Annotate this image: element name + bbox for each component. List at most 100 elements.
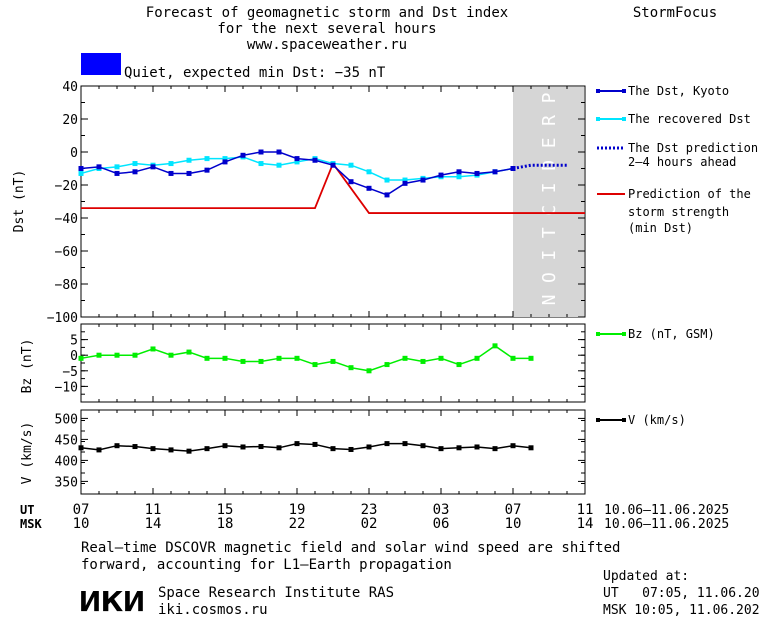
dst-kyoto-point [348, 179, 354, 185]
v-point [312, 441, 318, 447]
v-point [474, 444, 480, 450]
msk-tick-label: 06 [433, 516, 450, 532]
dst-kyoto-point [420, 177, 426, 183]
v-point [402, 441, 408, 447]
bz-point [168, 352, 174, 358]
prediction-zone-letter: N [539, 295, 560, 306]
recovered-dst-point [384, 177, 390, 183]
legend-bz-label: Bz (nT, GSM) [628, 327, 715, 341]
recovered-dst-point [366, 169, 372, 175]
legend-dst-label: The Dst, Kyoto [628, 84, 729, 98]
v-point [294, 441, 300, 447]
updated-label: Updated at: [603, 569, 689, 584]
v-point [96, 447, 102, 453]
bz-line [80, 344, 531, 372]
legend-v-label: V (km/s) [628, 413, 686, 427]
recovered-dst-point [348, 162, 354, 168]
footer-note-line1: Real–time DSCOVR magnetic field and sola… [81, 540, 620, 556]
dst-kyoto-point [96, 164, 102, 170]
bz-point [330, 358, 336, 364]
dst-kyoto-point [150, 164, 156, 170]
bz-point [240, 358, 246, 364]
ut-tick-label: 11 [577, 502, 594, 518]
prediction-zone-letter: C [539, 205, 560, 216]
dst-kyoto-point [474, 170, 480, 176]
updated-msk: MSK 10:05, 11.06.2025 [603, 603, 760, 618]
bz-point [114, 352, 120, 358]
msk-tick-label: 14 [145, 516, 162, 532]
v-point [366, 444, 372, 450]
bz-point [204, 355, 210, 361]
v-point [150, 446, 156, 452]
legend-dst-marker [596, 89, 600, 93]
y-tick-label: −60 [55, 245, 78, 260]
bz-point [132, 352, 138, 358]
brand-name: StormFocus [633, 5, 717, 21]
legend-v-marker [596, 418, 600, 422]
dst-kyoto-point [438, 172, 444, 178]
recovered-dst-point [258, 161, 264, 167]
bz-point [366, 368, 372, 374]
v-point [132, 444, 138, 450]
v-point [528, 445, 534, 451]
legend-storm-label-1: Prediction of the [628, 187, 751, 201]
msk-tick-label: 02 [361, 516, 378, 532]
y-tick-label: 20 [62, 113, 78, 128]
prediction-zone [513, 87, 584, 317]
v-point [114, 443, 120, 449]
v-point [240, 444, 246, 450]
dst-kyoto-point [240, 152, 246, 158]
dst-kyoto-point [258, 149, 264, 155]
msk-tick-label: 10 [73, 516, 90, 532]
prediction-zone-letter: R [539, 115, 560, 126]
recovered-dst-point [294, 159, 300, 165]
ut-tick-label: 03 [433, 502, 450, 518]
y-tick-label: 450 [55, 433, 78, 448]
prediction-zone-letter: O [539, 272, 560, 283]
dst-kyoto-point [492, 169, 498, 175]
dst-panel-frame [80, 85, 586, 318]
status-text: Quiet, expected min Dst: −35 nT [124, 65, 386, 81]
bz-point [438, 355, 444, 361]
prediction-zone-letter: E [539, 137, 560, 148]
recovered-dst-point [114, 164, 120, 170]
dst-kyoto-point [276, 149, 282, 155]
v-panel-frame [80, 409, 586, 495]
bz-point [312, 362, 318, 368]
bz-point [294, 355, 300, 361]
dst-kyoto-point [330, 162, 336, 168]
v-point [186, 448, 192, 454]
bz-point [222, 355, 228, 361]
dst-kyoto-point [402, 180, 408, 186]
prediction-zone-letter: T [539, 227, 560, 238]
bz-point [258, 358, 264, 364]
updated-ut: UT 07:05, 11.06.2025 [603, 586, 760, 601]
institute-name: Space Research Institute RAS [158, 585, 394, 601]
v-point [222, 443, 228, 449]
v-point [330, 446, 336, 452]
y-tick-label: 0 [70, 349, 78, 364]
chart-title-line1: Forecast of geomagnetic storm and Dst in… [146, 5, 508, 21]
v-point [438, 446, 444, 452]
v-point [276, 445, 282, 451]
dst-kyoto-point [132, 169, 138, 175]
dst-kyoto-point [186, 170, 192, 176]
status-color-swatch [81, 53, 121, 75]
msk-tick-label: 18 [217, 516, 234, 532]
ut-axis-label: UT [20, 503, 34, 517]
dst-kyoto-point [204, 167, 210, 173]
y-tick-label: 350 [55, 475, 78, 490]
v-axis-label: V (km/s) [20, 422, 35, 485]
y-tick-label: 5 [70, 334, 78, 349]
dst-kyoto-point [78, 166, 84, 171]
recovered-dst-point [168, 161, 174, 167]
y-tick-label: −20 [55, 179, 78, 194]
dst-kyoto-point [366, 185, 372, 191]
dst-axis-label: Dst (nT) [12, 170, 27, 233]
institute-website[interactable]: iki.cosmos.ru [158, 602, 268, 618]
ut-tick-label: 07 [505, 502, 522, 518]
v-point [510, 443, 516, 449]
iki-logo: ИКИ [79, 585, 145, 618]
bz-point [384, 362, 390, 368]
